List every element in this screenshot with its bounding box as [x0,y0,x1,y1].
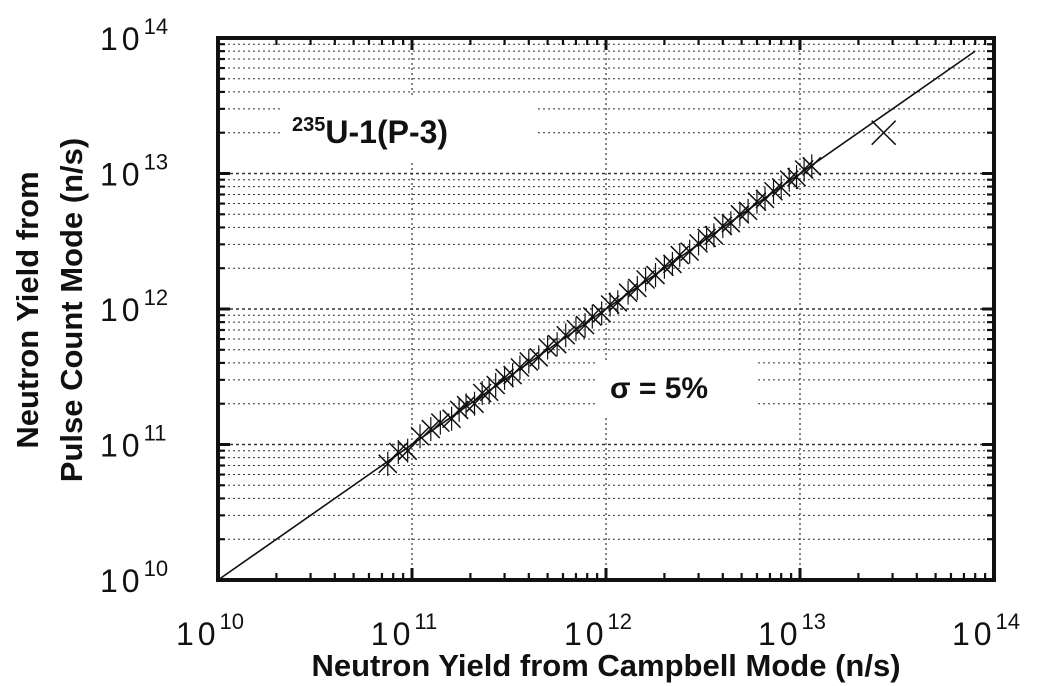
data-point [575,313,595,338]
data-point [410,424,430,449]
data-point-stroke-b [871,120,897,146]
y-tick-label-exponent: 13 [144,150,168,175]
axis-ticks [216,36,996,582]
x-tick-label-exponent: 11 [414,609,437,634]
x-tick-label-base: 10 [371,616,415,652]
sigma-annotation: σ = 5% [598,360,756,416]
data-point [519,349,539,374]
x-tick-label-exponent: 12 [608,609,632,634]
x-tick-label: 1012 [564,609,632,652]
data-point [689,231,709,256]
data-point [430,410,450,435]
data-point [600,292,620,317]
data-point [794,157,814,182]
x-tick-label-base: 10 [758,616,802,652]
data-point [871,120,897,146]
y-axis-label-line-1: Neutron Yield from [10,171,45,448]
x-tick-label: 1010 [176,609,244,652]
data-point [486,372,506,397]
x-tick-labels: 1010 1011 1012 1013 1014 [176,609,1020,652]
data-point [388,440,408,465]
data-point [662,251,682,276]
grid-lines [218,38,994,580]
y-tick-label: 1011 [100,421,166,464]
reference-line [217,50,976,581]
data-point [556,323,576,348]
data-point [378,451,398,476]
data-point [398,438,418,463]
data-point [421,417,441,442]
y-tick-label: 1012 [100,285,168,328]
sample-position: (P-3) [377,114,448,150]
data-point [779,167,799,192]
data-point [566,317,586,342]
sample-annotation-background [280,98,538,160]
y-tick-label-exponent: 10 [144,556,168,581]
sigma-annotation-text: σ = 5% [610,372,708,405]
data-point [636,267,656,292]
y-tick-label-base: 10 [100,563,144,599]
x-tick-label-exponent: 14 [996,609,1020,634]
x-tick-label-base: 10 [564,616,608,652]
sample-isotope-name: U-1 [325,114,377,150]
data-point [618,280,638,305]
data-point [713,213,733,238]
x-tick-label: 1014 [952,609,1020,652]
data-point [802,154,822,179]
x-tick-label-base: 10 [176,616,220,652]
data-point [510,355,530,380]
data-point [495,365,515,390]
sample-isotope-mass: 235 [292,114,325,136]
data-points [378,120,897,476]
data-point [654,254,674,279]
sample-annotation: 235U-1(P-3) [280,98,538,160]
sigma-annotation-background [598,360,756,416]
sample-annotation-text: 235U-1(P-3) [292,114,448,150]
y-tick-label: 1010 [100,556,168,599]
data-point [464,391,485,416]
y-tick-label-exponent: 12 [144,285,168,310]
y-axis-label-line-2: Pulse Count Mode (n/s) [54,138,89,482]
x-tick-label: 1011 [371,609,437,652]
y-tick-label-base: 10 [100,21,144,57]
data-point [670,243,690,268]
x-axis-label: Neutron Yield from Campbell Mode (n/s) [311,648,900,683]
y-tick-label: 1014 [100,14,168,57]
x-tick-label-exponent: 13 [802,609,826,634]
y-tick-label-exponent: 14 [144,14,168,39]
x-tick-label-exponent: 10 [220,609,244,634]
y-tick-label: 1013 [100,150,168,193]
data-point [747,189,767,214]
y-tick-label-base: 10 [100,428,144,464]
y-tick-label-exponent: 11 [144,421,167,446]
reference-line-group [217,50,976,581]
y-tick-label-base: 10 [100,292,144,328]
data-point [697,225,717,250]
x-tick-label-base: 10 [952,616,996,652]
x-tick-label: 1013 [758,609,826,652]
y-tick-label-base: 10 [100,157,144,193]
